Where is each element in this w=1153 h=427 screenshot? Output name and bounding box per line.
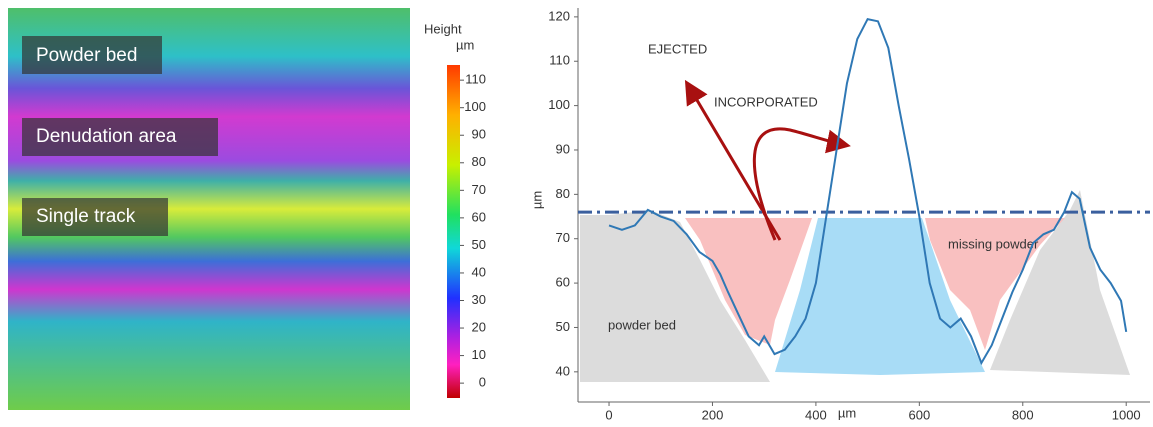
missing-area <box>685 218 812 345</box>
y-tick-label: 110 <box>549 53 570 68</box>
colorbar-unit: µm <box>456 37 474 52</box>
colorbar-tick-label: 70 <box>472 182 486 197</box>
y-tick-label: 50 <box>556 319 570 334</box>
annotation: INCORPORATED <box>714 94 818 109</box>
colorbar-tick-label: 80 <box>472 154 486 169</box>
annotation: EJECTED <box>648 41 707 56</box>
x-tick-label: 400 <box>805 407 827 422</box>
y-tick-label: 40 <box>556 363 570 378</box>
colorbar-tick-label: 20 <box>472 319 486 334</box>
colorbar-tick-label: 0 <box>479 375 486 390</box>
y-tick-label: 70 <box>556 230 570 245</box>
y-tick-label: 80 <box>556 186 570 201</box>
colorbar-tick-label: 10 <box>472 347 486 362</box>
y-axis-label: µm <box>529 191 544 209</box>
powder-area <box>990 190 1130 375</box>
x-tick-label: 800 <box>1012 407 1034 422</box>
annotation: missing powder <box>948 236 1039 251</box>
map-label: Single track <box>36 206 136 227</box>
x-tick-label: 200 <box>702 407 724 422</box>
arrow <box>752 127 851 241</box>
colorbar-tick-label: 100 <box>464 99 486 114</box>
annotation: powder bed <box>608 317 676 332</box>
colorbar-tick-label: 90 <box>472 127 486 142</box>
x-axis-label: µm <box>838 405 856 420</box>
label-box <box>22 198 168 236</box>
label-box <box>22 118 218 156</box>
colorbar-tick-label: 40 <box>472 264 486 279</box>
y-tick-label: 60 <box>556 275 570 290</box>
track-area <box>775 218 985 375</box>
colorbar-title: Height <box>424 21 462 36</box>
y-tick-label: 120 <box>548 8 570 23</box>
x-tick-label: 600 <box>908 407 930 422</box>
y-tick-label: 90 <box>556 141 570 156</box>
x-tick-label: 0 <box>605 407 612 422</box>
label-box <box>22 36 162 74</box>
profile-line <box>608 17 1128 366</box>
powder-area <box>580 210 770 382</box>
map-label: Denudation area <box>36 126 177 147</box>
y-tick-label: 100 <box>548 97 570 112</box>
colorbar-tick-label: 30 <box>472 292 486 307</box>
x-tick-label: 1000 <box>1112 407 1141 422</box>
colorbar-tick-label: 110 <box>465 72 486 87</box>
colorbar <box>447 65 460 398</box>
colorbar-tick-label: 60 <box>472 209 486 224</box>
map-label: Powder bed <box>36 45 137 66</box>
colorbar-tick-label: 50 <box>472 237 486 252</box>
